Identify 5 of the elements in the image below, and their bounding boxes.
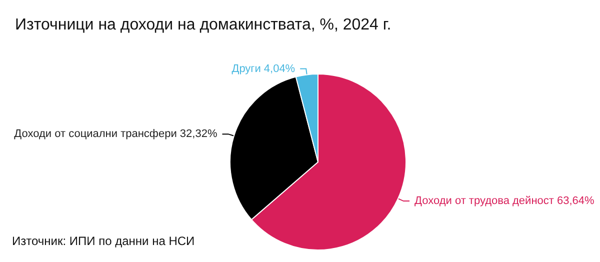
- slice-label: Доходи от трудова дейност 63,64%: [414, 195, 594, 208]
- chart-title: Източници на доходи на домакинствата, %, 2024 г.: [15, 16, 392, 34]
- slice-label: Доходи от социални трансфери 32,32%: [14, 128, 218, 140]
- slice-label: Други 4,04%: [232, 62, 296, 75]
- text: Източник: ИПИ по данни на НСИ: [12, 234, 195, 248]
